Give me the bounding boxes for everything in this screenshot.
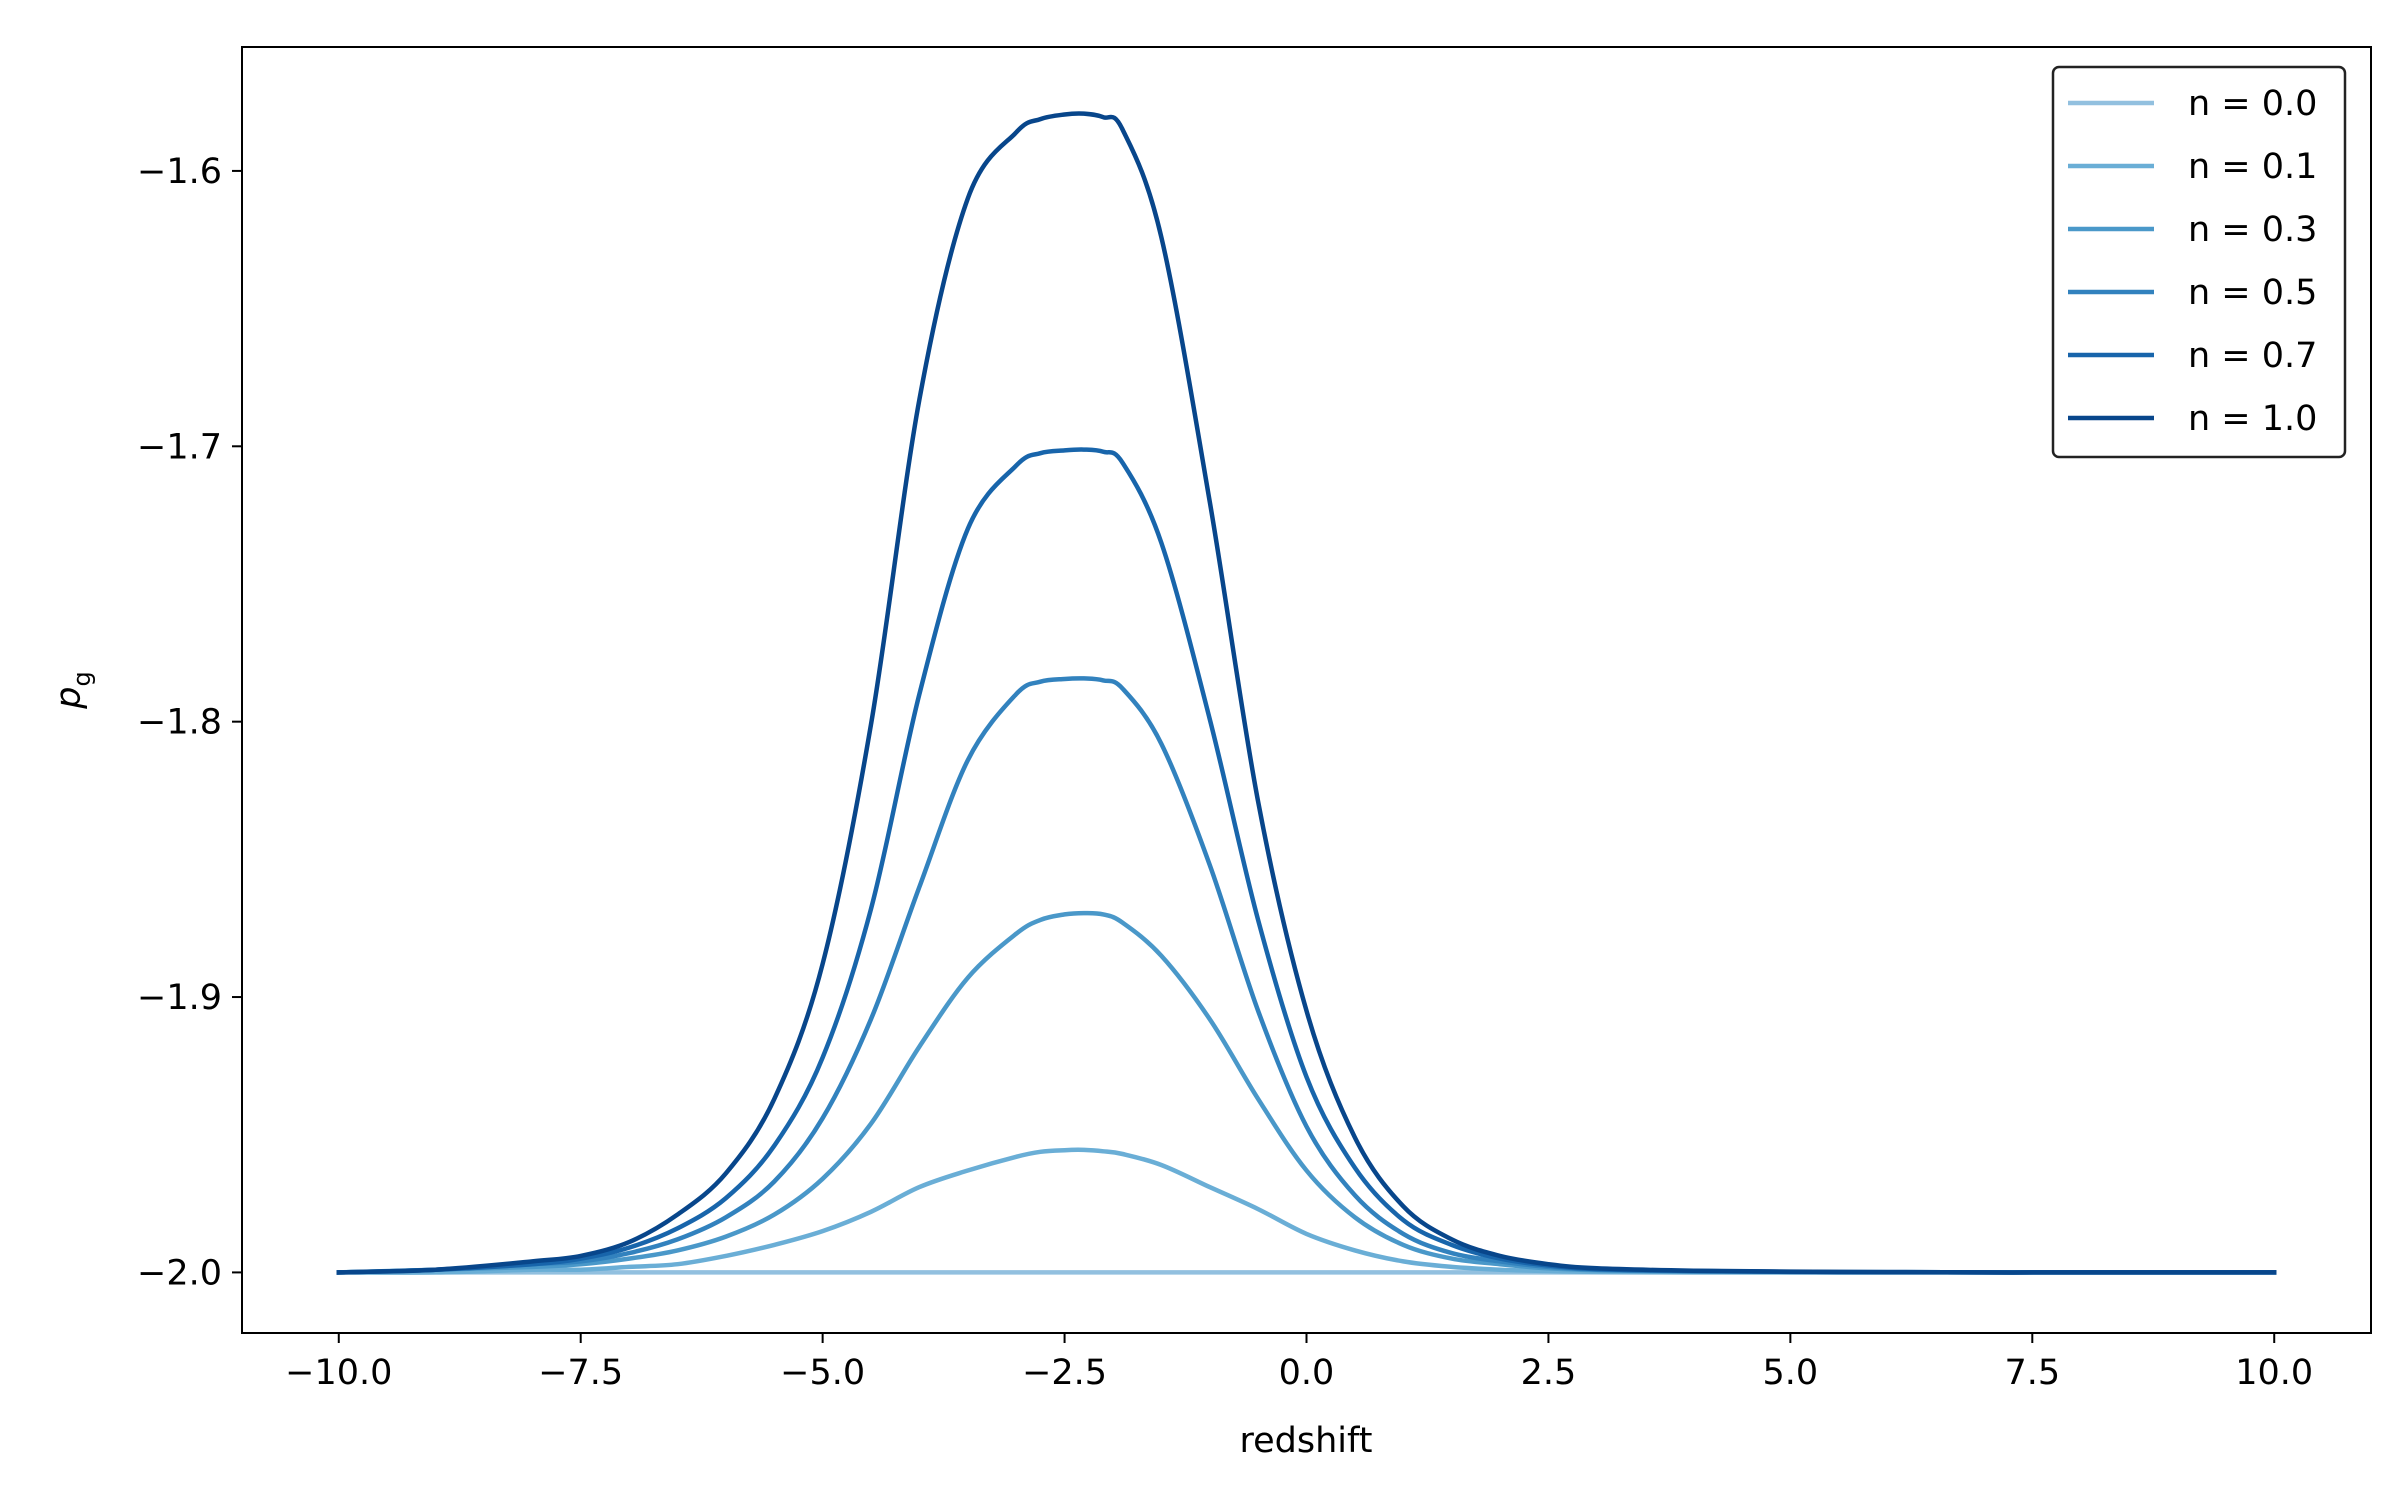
x-tick-label: 5.0 bbox=[1763, 1353, 1819, 1393]
y-axis-label: pg bbox=[49, 671, 96, 709]
legend-label-1: n = 0.1 bbox=[2188, 147, 2317, 187]
y-tick-label: −1.7 bbox=[137, 427, 222, 467]
legend-label-5: n = 1.0 bbox=[2188, 399, 2317, 439]
y-tick-label: −1.8 bbox=[137, 703, 222, 743]
y-axis-label-main: p bbox=[49, 687, 89, 710]
x-tick-label: 0.0 bbox=[1279, 1353, 1335, 1393]
y-tick-label: −2.0 bbox=[137, 1253, 222, 1293]
x-tick-label: −10.0 bbox=[285, 1353, 392, 1393]
x-tick-label: −7.5 bbox=[538, 1353, 623, 1393]
plot-area bbox=[241, 46, 2372, 1334]
x-tick-label: −2.5 bbox=[1022, 1353, 1107, 1393]
x-tick-label: 10.0 bbox=[2235, 1353, 2313, 1393]
legend-label-4: n = 0.7 bbox=[2188, 336, 2317, 376]
x-tick-label: 2.5 bbox=[1521, 1353, 1577, 1393]
y-axis-label-sub: g bbox=[68, 671, 96, 686]
y-tick-label: −1.9 bbox=[137, 978, 222, 1018]
series-line-5 bbox=[336, 111, 2277, 1275]
x-axis-label: redshift bbox=[1240, 1421, 1373, 1461]
legend-label-0: n = 0.0 bbox=[2188, 84, 2317, 124]
x-axis-ticks: −10.0 −7.5 −5.0 −2.5 0.0 2.5 5.0 7.5 10.0 bbox=[285, 1333, 2313, 1393]
y-tick-label: −1.6 bbox=[137, 152, 222, 192]
x-tick-label: −5.0 bbox=[780, 1353, 865, 1393]
legend-label-3: n = 0.5 bbox=[2188, 273, 2317, 313]
legend-label-2: n = 0.3 bbox=[2188, 210, 2317, 250]
legend: n = 0.0 n = 0.1 n = 0.3 n = 0.5 n = 0.7 n = 1… bbox=[2051, 65, 2347, 459]
series-layer bbox=[336, 111, 2277, 1275]
y-axis-ticks: −2.0 −1.9 −1.8 −1.7 −1.6 bbox=[137, 152, 242, 1293]
x-tick-label: 7.5 bbox=[2004, 1353, 2060, 1393]
